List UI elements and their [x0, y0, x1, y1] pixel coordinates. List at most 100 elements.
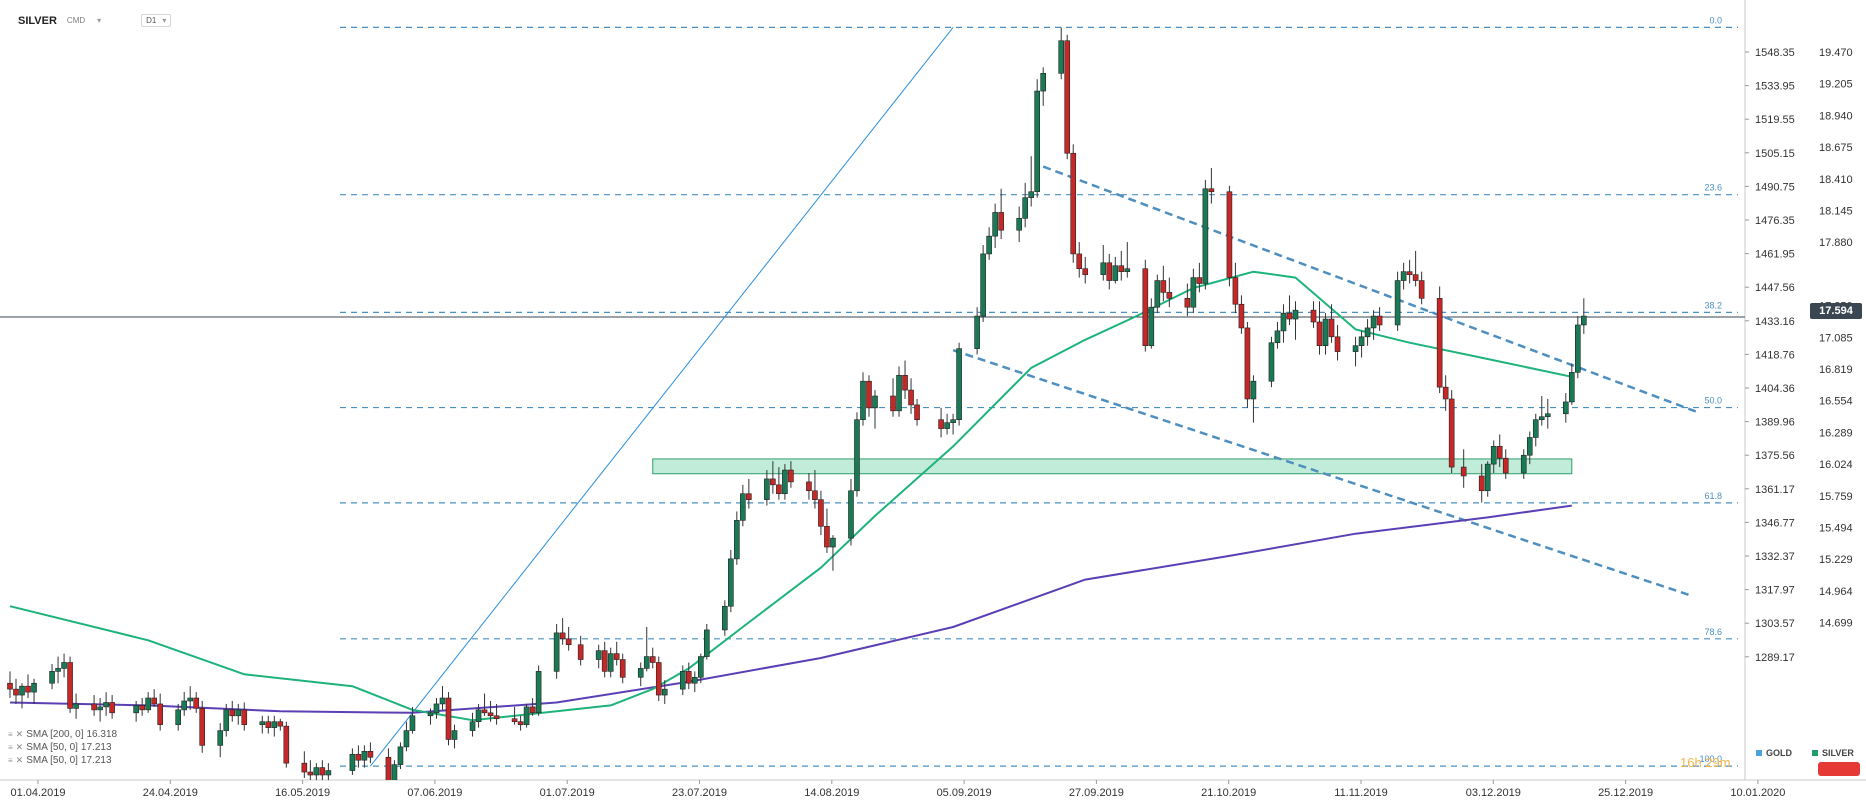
list-handle-icon[interactable]: ≡	[8, 730, 13, 739]
candle	[1478, 464, 1485, 503]
fib-level-label: 0.0	[1709, 15, 1722, 25]
candle	[1226, 185, 1233, 287]
candle	[481, 693, 488, 716]
candle	[1076, 242, 1083, 278]
indicator-item[interactable]: ≡ ✕ SMA [200, 0] 16.318	[8, 728, 117, 741]
candle	[866, 375, 872, 417]
candle	[998, 188, 1004, 240]
candle	[613, 641, 620, 666]
candle-body	[830, 537, 836, 548]
candle-body	[259, 721, 266, 725]
candle	[1581, 298, 1587, 334]
alert-button[interactable]	[1818, 762, 1860, 776]
candle-body	[1322, 318, 1329, 346]
legend-label: SILVER	[1822, 748, 1854, 758]
right-axis-tick-label: 17.085	[1819, 332, 1853, 344]
indicator-item[interactable]: ≡ ✕ SMA [50, 0] 17.213	[8, 754, 117, 767]
chevron-down-icon[interactable]: ▾	[97, 16, 102, 25]
candle-body	[1400, 271, 1407, 281]
candle-body	[986, 235, 992, 255]
candle-body	[860, 380, 866, 421]
candle-body	[854, 419, 860, 492]
candle	[109, 695, 115, 719]
close-icon[interactable]: ✕	[15, 755, 24, 765]
candle-body	[601, 650, 608, 672]
legend-item[interactable]: GOLD	[1756, 748, 1792, 758]
legend-item[interactable]: SILVER	[1812, 748, 1854, 758]
candle	[271, 715, 278, 737]
candle-body	[1502, 457, 1509, 474]
candle-body	[517, 721, 524, 725]
candle-body	[764, 478, 770, 500]
candle-body	[1148, 306, 1155, 346]
left-axis-tick-label: 1490.75	[1755, 181, 1795, 193]
close-icon[interactable]: ✕	[15, 742, 24, 752]
candle-body	[481, 709, 488, 714]
sma-200-line	[9, 504, 1572, 714]
candle	[1034, 79, 1040, 198]
projection-line	[370, 27, 954, 767]
right-axis-tick-label: 15.759	[1819, 491, 1853, 503]
candle-body	[313, 767, 320, 776]
candle-body	[217, 730, 224, 746]
candle	[830, 535, 836, 571]
candle	[704, 624, 710, 660]
candle-body	[523, 706, 530, 725]
candle	[433, 698, 440, 719]
candle	[956, 342, 962, 426]
candle	[517, 715, 524, 731]
candle	[1070, 144, 1077, 263]
candle	[1148, 298, 1155, 349]
timeframe-select[interactable]: D1 ▾	[141, 14, 172, 27]
candle	[1520, 449, 1527, 479]
candle	[241, 702, 248, 731]
candle-body	[1208, 188, 1215, 193]
close-icon[interactable]: ✕	[15, 729, 24, 739]
candle-body	[1376, 315, 1383, 326]
candle-body	[1442, 386, 1449, 400]
sma-50-line	[9, 270, 1573, 722]
candle-body	[740, 493, 746, 521]
candle	[992, 203, 998, 248]
candle-body	[595, 650, 602, 660]
candle-body	[613, 653, 620, 660]
left-axis-tick-label: 1332.37	[1755, 551, 1795, 563]
x-axis-tick-label: 14.08.2019	[804, 787, 859, 799]
indicator-value: 16.318	[86, 729, 118, 740]
candle-body	[91, 703, 97, 711]
right-axis-tick-label: 16.289	[1819, 427, 1853, 439]
candle	[1322, 313, 1329, 355]
candle	[1184, 283, 1191, 317]
right-axis-tick-label: 14.699	[1819, 618, 1853, 630]
candle	[475, 703, 482, 728]
candle-body	[1190, 277, 1197, 308]
candle-body	[1562, 401, 1569, 415]
candle-body	[397, 746, 404, 765]
candle-body	[19, 685, 25, 696]
candle	[1250, 375, 1257, 423]
right-axis-tick-label: 15.494	[1819, 523, 1853, 535]
right-axis-tick-label: 16.554	[1819, 396, 1853, 408]
candle	[1316, 301, 1323, 355]
list-handle-icon[interactable]: ≡	[8, 756, 13, 765]
symbol-name[interactable]: SILVER	[18, 14, 57, 27]
candle	[181, 692, 188, 716]
candle-body	[511, 718, 518, 723]
indicator-item[interactable]: ≡ ✕ SMA [50, 0] 17.213	[8, 741, 117, 754]
candle	[1310, 301, 1317, 328]
candle	[1208, 168, 1215, 204]
candle-body	[1520, 454, 1527, 474]
candle	[157, 693, 163, 731]
candle-body	[1226, 191, 1233, 278]
list-handle-icon[interactable]: ≡	[8, 743, 13, 752]
candle	[746, 478, 752, 509]
x-axis-tick-label: 01.07.2019	[540, 787, 595, 799]
fibonacci-levels: 0.0 23.6 38.2 50.0 61.8 78.6 100.0	[340, 15, 1738, 767]
candle-body	[535, 671, 542, 714]
candle	[265, 715, 272, 734]
x-axis-tick-label: 10.01.2020	[1730, 787, 1785, 799]
candle-body	[1034, 90, 1040, 193]
candle-body	[367, 751, 374, 758]
candle	[1202, 179, 1209, 290]
